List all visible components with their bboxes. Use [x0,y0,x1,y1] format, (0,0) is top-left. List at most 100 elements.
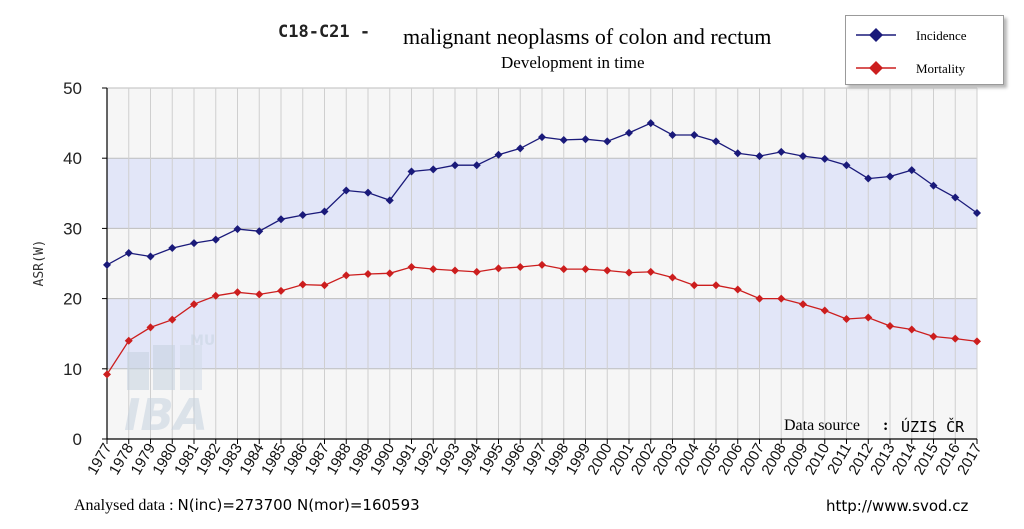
data-point-mortality [733,285,742,294]
chart-title-code: C18-C21 - [278,22,371,42]
data-point-mortality [755,294,764,303]
y-axis-label: ASR(W) [32,240,47,287]
watermark-text: IBA [124,390,208,441]
data-point-incidence [298,211,307,220]
data-point-incidence [342,186,351,195]
data-point-incidence [429,165,438,174]
data-point-mortality [342,271,351,280]
x-tick-label: 2017 [954,441,985,478]
data-point-mortality [146,323,155,332]
data-point-mortality [559,265,568,274]
data-point-incidence [233,225,242,234]
data-point-mortality [603,266,612,275]
data-point-incidence [951,193,960,202]
data-point-mortality [472,267,481,276]
data-point-mortality [646,267,655,276]
data-point-incidence [538,133,546,142]
data-point-mortality [842,314,851,323]
y-tick-label: 30 [63,219,82,238]
chart-title: malignant neoplasms of colon and rectum [403,24,772,49]
source-url[interactable]: http://www.svod.cz [826,497,969,515]
data-point-mortality [625,268,633,277]
iba-watermark-logo: MU IBA [124,333,215,441]
legend-swatch-incidence [856,28,896,42]
data-point-incidence [646,119,655,128]
watermark-small-text: MU [190,333,215,349]
data-point-mortality [907,325,916,334]
y-tick-label: 10 [63,360,82,379]
data-source-value: ÚZIS ČR [901,417,965,436]
data-point-incidence [799,152,807,161]
data-point-incidence [103,260,111,269]
data-point-mortality [820,306,829,315]
data-point-incidence [146,252,155,261]
data-point-incidence [451,161,459,170]
chart-subtitle: Development in time [501,53,645,72]
data-source-separator: : [883,417,888,434]
data-point-mortality [429,265,438,274]
data-point-incidence [603,137,612,146]
data-point-incidence [190,239,198,248]
data-point-incidence [929,181,938,190]
data-point-incidence [516,144,525,153]
data-point-incidence [690,131,699,140]
data-point-mortality [494,264,503,273]
data-point-mortality [864,313,873,322]
y-tick-label: 40 [63,149,82,168]
data-point-incidence [407,167,416,176]
data-point-incidence [364,188,372,197]
data-point-incidence [625,128,633,137]
data-point-incidence [907,166,916,175]
legend-label-mortality: Mortality [916,61,966,76]
data-point-mortality [951,334,960,343]
data-point-incidence [864,174,873,183]
data-point-incidence [277,215,285,224]
data-point-mortality [929,332,938,341]
data-point-mortality [690,281,699,290]
y-tick-label: 50 [63,79,82,98]
data-point-mortality [799,300,807,309]
data-point-incidence [255,227,264,236]
data-point-incidence [559,135,568,144]
series-points [103,119,981,379]
analysed-data-note: Analysed data : N(inc)=273700 N(mor)=160… [74,496,420,515]
chart-legend: Incidence Mortality [845,15,1004,85]
data-point-mortality [277,286,285,295]
data-point-mortality [364,270,372,279]
legend-item-incidence: Incidence [846,21,1003,51]
y-tick-label: 20 [63,290,82,309]
data-point-incidence [211,235,220,244]
data-point-mortality [211,291,220,300]
data-point-mortality [777,294,786,303]
data-point-mortality [712,281,720,290]
data-point-incidence [842,161,851,170]
data-point-mortality [385,269,394,278]
data-point-incidence [755,152,764,161]
analysed-data-values: N(inc)=273700 N(mor)=160593 [177,496,420,514]
x-tick-labels: 1977197819791980198119821983198419851986… [84,439,985,478]
data-source-label: Data source [784,417,860,434]
data-point-incidence [385,196,394,205]
data-point-incidence [320,207,329,216]
data-point-mortality [124,336,133,345]
data-point-mortality [168,315,177,324]
data-point-incidence [886,172,894,181]
data-point-incidence [712,137,720,146]
legend-swatch-mortality [856,61,896,75]
data-point-mortality [407,263,416,272]
data-point-incidence [581,135,590,144]
data-point-mortality [255,290,264,299]
data-point-mortality [973,337,981,346]
data-point-incidence [668,131,677,140]
legend-item-mortality: Mortality [846,54,1003,84]
data-point-incidence [494,150,503,159]
data-point-mortality [190,300,198,309]
data-point-mortality [668,273,677,282]
y-tick-label: 0 [73,430,82,449]
data-point-incidence [820,154,829,163]
data-point-incidence [124,248,133,257]
data-point-mortality [103,370,111,379]
data-point-mortality [581,265,590,274]
data-point-incidence [777,147,786,156]
data-point-mortality [886,321,894,330]
